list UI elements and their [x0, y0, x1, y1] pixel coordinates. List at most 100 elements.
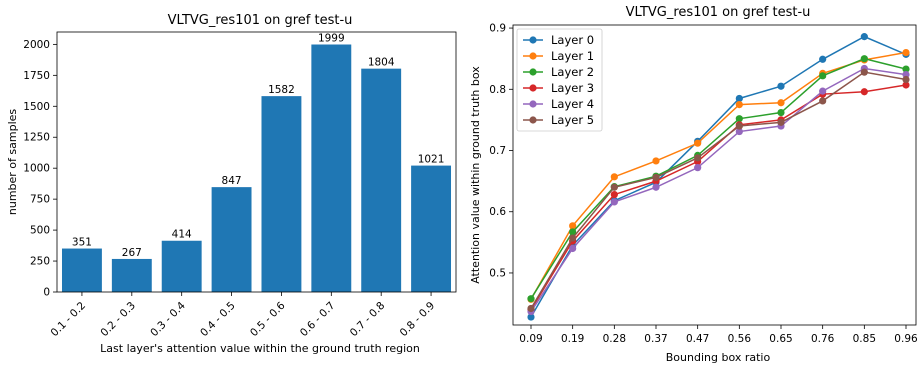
legend-marker	[529, 52, 537, 60]
legend-marker	[529, 84, 537, 92]
line-chart-title: VLTVG_res101 on gref test-u	[626, 5, 811, 20]
legend-label: Layer 5	[551, 113, 594, 127]
line-chart-xlabel: Bounding box ratio	[666, 351, 771, 364]
bar	[161, 240, 202, 292]
bar-chart-ylabel: number of samples	[6, 109, 19, 216]
series-line	[530, 71, 907, 309]
bar-chart-title: VLTVG_res101 on gref test-u	[168, 13, 353, 28]
x-tick-label: 0.3 - 0.4	[148, 299, 188, 339]
x-tick-label: 0.6 - 0.7	[298, 300, 338, 340]
bar	[361, 68, 402, 293]
x-tick-label: 0.47	[686, 333, 709, 345]
legend-label: Layer 3	[551, 81, 594, 95]
series-point	[860, 33, 868, 41]
series-point	[569, 234, 577, 242]
series-point	[902, 48, 910, 57]
bar	[61, 248, 102, 292]
series-point	[860, 55, 868, 63]
series-point	[569, 222, 577, 230]
y-tick-label: 1500	[23, 101, 50, 113]
series-point	[610, 198, 618, 206]
series-point	[819, 87, 827, 95]
line-axes-frame	[512, 24, 917, 326]
line-chart-ylabel: Attention value within ground truth box	[469, 66, 482, 284]
series-point	[735, 122, 743, 130]
x-tick-label: 0.37	[644, 333, 667, 345]
series-point	[694, 139, 702, 147]
series-point	[569, 244, 577, 253]
x-tick-label: 0.4 - 0.5	[198, 300, 238, 340]
x-tick-label: 0.76	[811, 333, 835, 345]
x-tick-label: 0.09	[519, 333, 542, 345]
y-tick-label: 250	[30, 256, 50, 268]
x-tick-label: 0.7 - 0.8	[348, 300, 388, 340]
x-tick-label: 0.65	[769, 333, 792, 345]
legend-box	[516, 28, 603, 132]
x-tick-label: 0.8 - 0.9	[398, 300, 438, 340]
series-point	[902, 75, 910, 84]
bar-chart: VLTVG_res101 on gref test-u 351 0.1 - 0.2…	[6, 13, 457, 355]
line-chart-legend: Layer 0 Layer 1 Layer 2 Layer 3 Layer 4 Layer…	[516, 28, 603, 132]
bar-value-label: 847	[222, 175, 242, 187]
series-point	[777, 118, 785, 126]
y-tick-label: 2000	[23, 39, 50, 51]
y-tick-label: 500	[30, 225, 50, 237]
bar-axes-frame	[56, 31, 457, 293]
bar-chart-xlabel: Last layer's attention value within the …	[100, 342, 420, 355]
y-tick-label: 1750	[23, 70, 50, 82]
series-point	[735, 94, 743, 103]
series-line	[530, 57, 907, 300]
series-point	[694, 154, 702, 162]
series-point	[652, 173, 660, 182]
bar-value-label: 351	[72, 237, 92, 249]
line-chart: VLTVG_res101 on gref test-u 0.09 0.19 0.28…	[469, 5, 918, 364]
y-tick-label: 0.6	[489, 206, 506, 218]
series-point	[777, 82, 785, 90]
y-tick-label: 0.8	[489, 84, 506, 96]
bar-value-label: 1804	[368, 57, 395, 69]
y-tick-label: 0.9	[489, 23, 506, 35]
series-point	[694, 164, 702, 172]
bar-value-label: 414	[172, 229, 192, 241]
series-point	[610, 190, 618, 199]
series-point	[777, 108, 785, 117]
legend-marker	[529, 116, 537, 124]
legend-marker	[529, 100, 537, 108]
x-tick-label: 0.85	[853, 333, 876, 345]
series-point	[860, 88, 868, 96]
bar	[111, 258, 152, 292]
legend-marker	[529, 36, 537, 44]
bar	[411, 165, 452, 292]
series-point	[902, 81, 910, 89]
series-point	[735, 100, 743, 109]
x-tick-label: 0.96	[894, 333, 918, 345]
series-point	[652, 183, 660, 191]
y-tick-label: 750	[30, 194, 50, 206]
series-line	[530, 35, 907, 318]
x-tick-label: 0.19	[561, 333, 584, 345]
series-point	[527, 295, 535, 303]
series-point	[569, 228, 577, 236]
series-point	[527, 313, 535, 321]
series-point	[819, 55, 827, 63]
bar-value-label: 1999	[318, 33, 345, 45]
series-point	[735, 115, 743, 123]
bar	[311, 44, 352, 292]
legend-marker	[529, 68, 537, 76]
series-point	[819, 72, 827, 80]
series-point	[777, 99, 785, 107]
bar	[211, 187, 252, 292]
bar-value-label: 1021	[418, 154, 445, 166]
series-point	[860, 68, 868, 76]
y-tick-label: 0	[43, 287, 50, 299]
y-tick-label: 0.7	[489, 145, 506, 157]
series-point	[735, 127, 743, 136]
y-tick-label: 0.5	[489, 267, 506, 279]
series-point	[610, 173, 618, 181]
line-plot-area: 0.09 0.19 0.28 0.37 0.47 0.56 0.65 0.76 0.85 0.96…	[489, 23, 918, 345]
bar	[261, 96, 302, 292]
legend-label: Layer 2	[551, 65, 594, 79]
x-tick-label: 0.56	[728, 333, 752, 345]
series-point	[902, 65, 910, 73]
